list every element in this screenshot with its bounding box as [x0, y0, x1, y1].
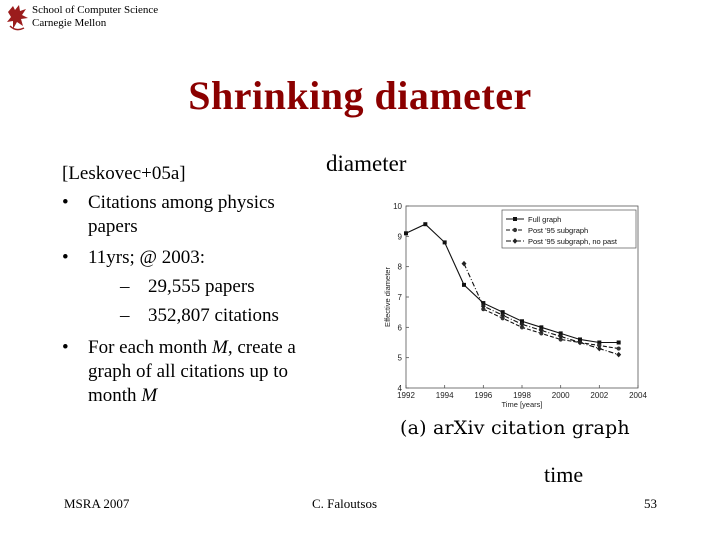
legend-marker	[512, 227, 518, 233]
time-label: time	[544, 462, 584, 487]
series-line-0	[405, 223, 619, 344]
y-axis-label: Effective diameter	[383, 267, 392, 327]
school-logo-icon	[7, 5, 28, 31]
y-tick-label: 6	[398, 323, 403, 332]
sub-bullet-1: – 29,555 papers	[120, 275, 255, 299]
school-name: School of Computer Science Carnegie Mell…	[32, 4, 158, 30]
footer-venue: MSRA 2007	[64, 496, 130, 511]
legend-label: Post '95 subgraph	[528, 226, 588, 235]
chart-caption: (a) arXiv citation graph	[400, 417, 630, 439]
series-1-point	[481, 307, 486, 312]
sub-bullet-2: – 352,807 citations	[120, 304, 279, 328]
bullet-line: papers	[88, 216, 138, 237]
series-0-point	[500, 310, 505, 315]
series-1-point	[519, 325, 525, 330]
bullet-line: For each month M, create a	[88, 337, 296, 358]
bullet-line: month M	[88, 385, 158, 406]
school-line1: School of Computer Science	[32, 4, 159, 16]
diameter-label: diameter	[326, 151, 407, 176]
series-line-1	[483, 308, 619, 350]
series-0-point	[539, 325, 544, 330]
legend-label: Post '95 subgraph, no past	[528, 237, 618, 246]
x-tick-label: 2000	[552, 391, 570, 400]
bullet-1: • Citations among physics papers	[62, 191, 275, 239]
series-0-point	[578, 337, 582, 342]
reference: [Leskovec+05a]	[62, 163, 186, 184]
bullet-2: • 11yrs; @ 2003:	[62, 246, 205, 270]
series-1-point	[558, 337, 563, 342]
series-2-point	[616, 351, 622, 358]
x-tick-label: 1996	[474, 391, 492, 400]
x-tick-label: 1992	[397, 391, 415, 400]
series-2-point	[538, 327, 544, 334]
series-2-point	[480, 303, 486, 309]
series-2-point	[577, 339, 583, 346]
series-0-point	[423, 222, 428, 227]
series-0-point	[481, 301, 486, 306]
series-0-point	[404, 231, 408, 236]
series-0-point	[616, 340, 621, 345]
bullet-line: graph of all citations up to	[88, 361, 288, 382]
series-2-point	[461, 260, 467, 267]
x-tick-label: 1998	[513, 391, 531, 400]
x-tick-label: 1994	[436, 391, 454, 400]
series-1-point	[539, 331, 544, 336]
series-0-point	[520, 319, 524, 324]
y-tick-label: 8	[398, 263, 403, 272]
bullet-marker: •	[62, 247, 69, 268]
x-tick-label: 2004	[629, 391, 647, 400]
series-0-point	[462, 282, 466, 287]
page-number: 53	[644, 496, 657, 511]
legend-box	[501, 209, 637, 249]
legend-marker	[513, 217, 517, 221]
series-0-point	[597, 340, 602, 345]
series-0-point	[442, 240, 447, 245]
bullet-3: • For each month M, create a graph of al…	[62, 336, 296, 408]
series-2-point	[596, 345, 602, 352]
sub-bullet-text: 352,807 citations	[148, 305, 279, 326]
slide-title: Shrinking diameter	[188, 73, 532, 118]
x-tick-label: 2002	[590, 391, 608, 400]
y-tick-label: 5	[398, 354, 403, 363]
sub-bullet-text: 29,555 papers	[148, 276, 255, 297]
legend-marker	[512, 238, 518, 244]
series-1-point	[616, 346, 621, 351]
y-tick-label: 9	[398, 232, 403, 241]
bullet-marker: •	[62, 192, 69, 213]
series-line-2	[463, 263, 619, 356]
legend-label: Full graph	[528, 215, 561, 224]
x-axis-label: Time [years]	[502, 400, 543, 409]
diameter-chart: 1992 1994 1996 1998 2000 2002 2004 4 5 6 7 8 9 10 Time…	[383, 202, 647, 409]
sub-bullet-marker: –	[120, 305, 130, 326]
bullet-marker: •	[62, 337, 69, 358]
series-1-point	[500, 316, 505, 321]
sub-bullet-marker: –	[120, 276, 130, 297]
y-tick-label: 4	[398, 384, 403, 393]
y-tick-label: 10	[393, 202, 402, 211]
bullet-line: Citations among physics	[88, 192, 275, 213]
series-2-point	[558, 333, 564, 340]
series-2-point	[500, 312, 506, 318]
series-0-point	[558, 331, 563, 336]
series-1-point	[597, 343, 602, 348]
footer-author: C. Faloutsos	[312, 496, 378, 511]
school-line2: Carnegie Mellon	[32, 17, 107, 29]
bullet-line: 11yrs; @ 2003:	[88, 247, 206, 268]
y-tick-label: 7	[398, 293, 403, 302]
